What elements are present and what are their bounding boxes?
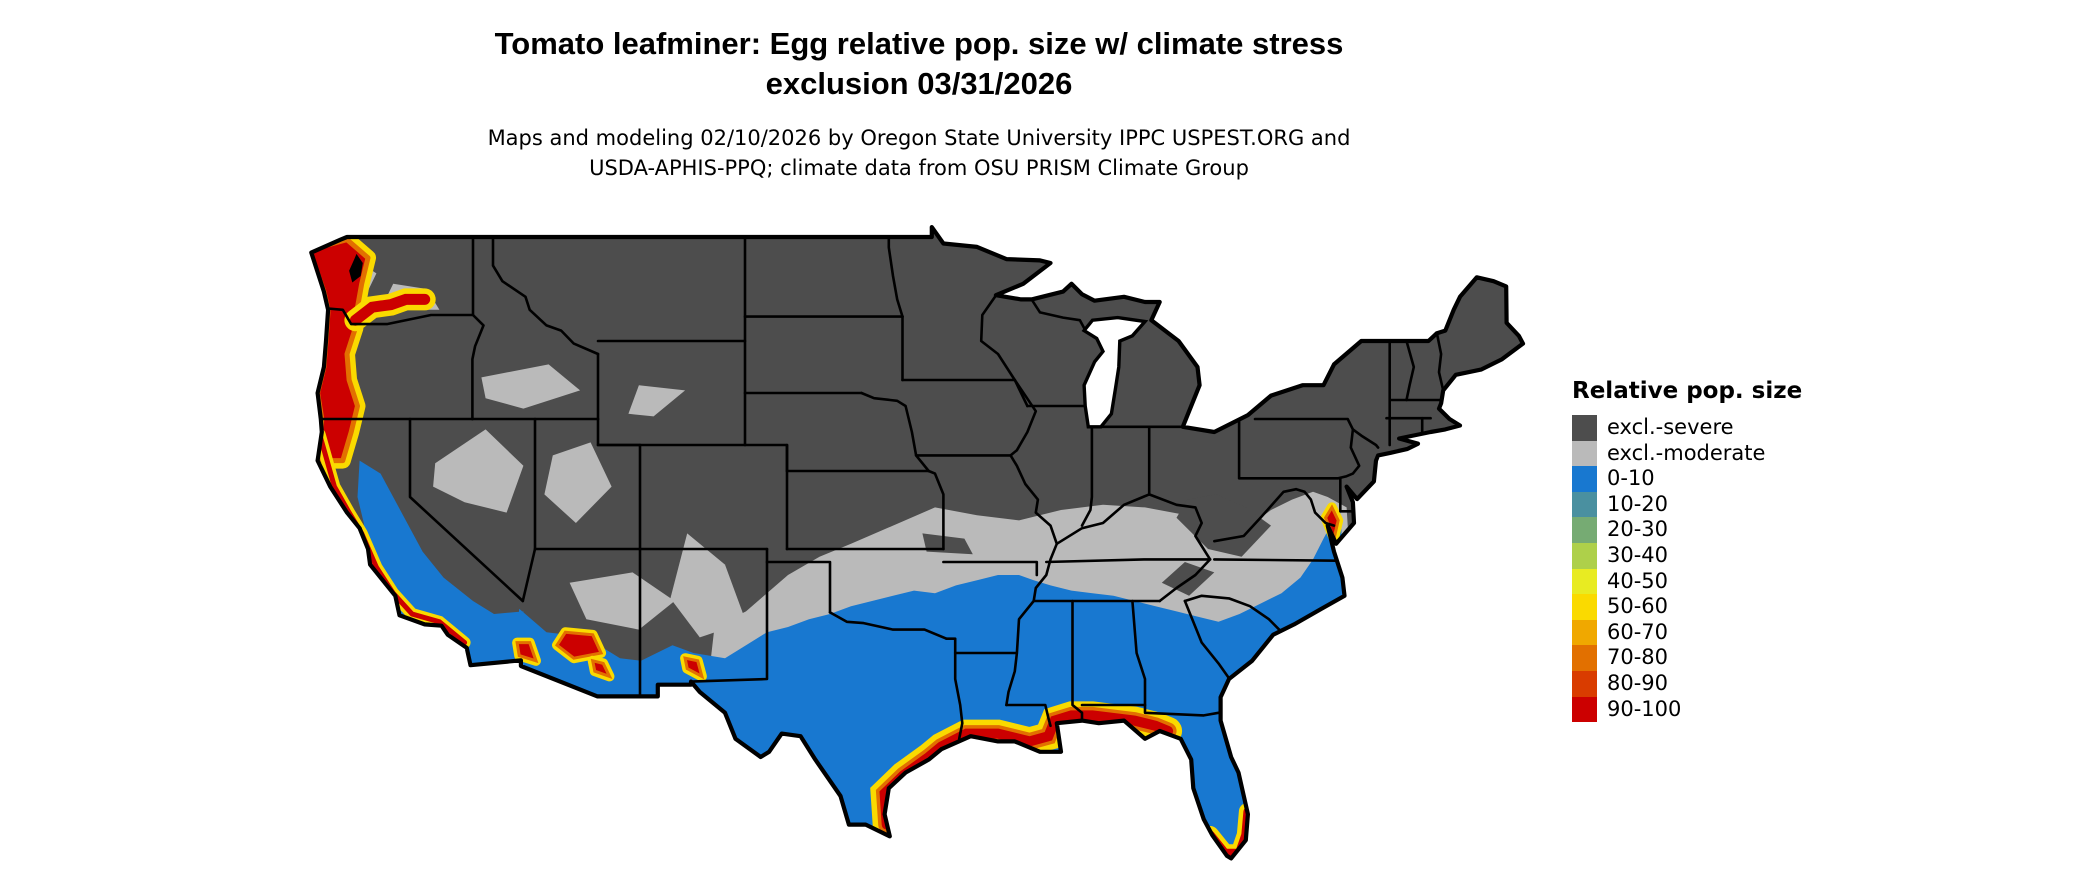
us-coastline	[309, 225, 1526, 861]
legend-color-swatch	[1572, 491, 1597, 518]
legend-row: 50-60	[1572, 594, 1802, 620]
legend-label: excl.-severe	[1607, 415, 1734, 439]
figure-subtitle-line-2: USDA-APHIS-PPQ; climate data from OSU PR…	[589, 156, 1249, 180]
legend-row: 10-20	[1572, 491, 1802, 518]
puget-sound	[349, 253, 363, 283]
legend-label: excl.-moderate	[1607, 440, 1766, 465]
legend-row: 0-10	[1572, 466, 1802, 492]
lake-michigan	[1081, 315, 1149, 429]
legend-row: 70-80	[1572, 645, 1802, 671]
legend-color-swatch	[1572, 517, 1597, 543]
figure-titles: Tomato leafminer: Egg relative pop. size…	[0, 0, 1838, 183]
figure-subtitle-line-1: Maps and modeling 02/10/2026 by Oregon S…	[487, 126, 1351, 150]
legend-label: 20-30	[1607, 517, 1669, 542]
legend-label: 70-80	[1607, 645, 1669, 670]
legend-label: 80-90	[1607, 670, 1669, 695]
legend-row: 30-40	[1572, 542, 1802, 569]
legend-color-swatch	[1572, 542, 1597, 569]
legend-color-swatch	[1572, 619, 1597, 646]
legend-label: 10-20	[1607, 491, 1669, 516]
legend-title: Relative pop. size	[1572, 378, 1803, 404]
map-legend: Relative pop. size excl.-severe excl.-mod…	[1572, 378, 1803, 723]
legend-color-swatch	[1572, 568, 1597, 595]
legend-color-swatch	[1572, 670, 1597, 697]
legend-color-swatch	[1572, 696, 1597, 723]
legend-row: 60-70	[1572, 619, 1802, 646]
legend-label: 0-10	[1607, 466, 1655, 491]
legend-row: excl.-severe	[1572, 415, 1802, 441]
legend-row: 20-30	[1572, 517, 1802, 543]
legend-row: 80-90	[1572, 670, 1802, 697]
legend-row: excl.-moderate	[1572, 440, 1802, 467]
legend-label: 30-40	[1607, 542, 1669, 567]
figure-title-line-1: Tomato leafminer: Egg relative pop. size…	[494, 26, 1344, 61]
legend-color-swatch	[1572, 440, 1597, 467]
legend-rows: excl.-severe excl.-moderate 0-10 10-20 20-30…	[1572, 415, 1802, 723]
legend-color-swatch	[1572, 594, 1597, 620]
legend-color-swatch	[1572, 466, 1597, 492]
state-boundaries	[320, 235, 1445, 741]
legend-row: 40-50	[1572, 568, 1802, 595]
legend-label: 90-100	[1607, 696, 1682, 721]
legend-row: 90-100	[1572, 696, 1802, 723]
legend-label: 60-70	[1607, 619, 1669, 644]
legend-label: 50-60	[1607, 594, 1669, 619]
legend-color-swatch	[1572, 415, 1597, 441]
figure-title-line-2: exclusion 03/31/2026	[765, 66, 1073, 101]
legend-label: 40-50	[1607, 568, 1669, 593]
legend-color-swatch	[1572, 645, 1597, 671]
